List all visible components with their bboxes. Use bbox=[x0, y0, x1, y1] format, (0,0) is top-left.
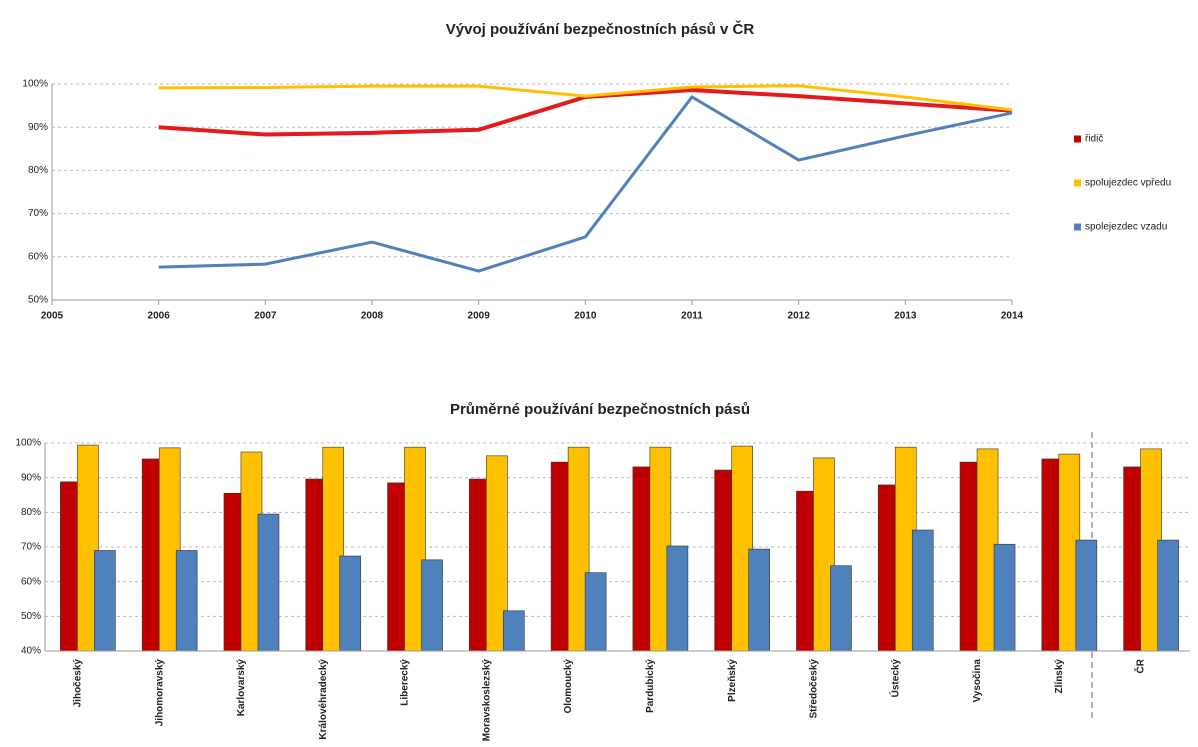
x-tick-label: Jihočeský bbox=[73, 659, 84, 708]
y-tick-label: 80% bbox=[21, 507, 41, 518]
x-tick-label: Ústecký bbox=[888, 659, 901, 698]
y-tick-label: 100% bbox=[22, 79, 48, 90]
series-line bbox=[158, 94, 1013, 273]
x-tick-label: 2011 bbox=[681, 311, 703, 322]
bar bbox=[175, 550, 198, 652]
x-tick-label: ČR bbox=[1134, 658, 1147, 673]
x-tick-label: Moravskoslezský bbox=[481, 659, 492, 742]
bar bbox=[748, 548, 770, 652]
bar bbox=[503, 610, 525, 652]
y-tick-label: 50% bbox=[21, 611, 41, 622]
x-tick-label: Zlínský bbox=[1054, 659, 1065, 694]
legend-swatch bbox=[1074, 179, 1081, 187]
bar bbox=[94, 550, 116, 652]
chart-title: Průměrné používání bezpečnostních pásů bbox=[450, 401, 750, 418]
y-tick-label: 70% bbox=[21, 542, 41, 553]
x-tick-label: Liberecký bbox=[400, 659, 411, 706]
series-line bbox=[158, 84, 1013, 112]
x-tick-label: Karlovarský bbox=[236, 659, 247, 717]
x-tick-label: 2012 bbox=[788, 311, 811, 322]
y-tick-label: 90% bbox=[28, 122, 48, 133]
x-tick-label: Jihomoravský bbox=[154, 659, 165, 727]
x-tick-label: 2013 bbox=[894, 311, 917, 322]
bar bbox=[257, 513, 280, 652]
bar bbox=[911, 529, 934, 652]
y-tick-label: 60% bbox=[21, 576, 41, 587]
y-tick-label: 60% bbox=[28, 251, 48, 262]
y-tick-label: 70% bbox=[28, 208, 48, 219]
legend-label: spolejezdec vzadu bbox=[1085, 222, 1167, 233]
x-tick-label: Královéhradecký bbox=[318, 659, 329, 740]
x-tick-label: Pardubický bbox=[645, 659, 656, 713]
x-tick-label: 2007 bbox=[254, 311, 277, 322]
y-tick-label: 90% bbox=[21, 472, 41, 483]
x-tick-label: Olomoucký bbox=[563, 659, 574, 714]
y-tick-label: 40% bbox=[21, 646, 41, 657]
bar bbox=[421, 559, 443, 652]
bar bbox=[830, 565, 852, 652]
x-tick-label: Středočeský bbox=[809, 659, 820, 719]
x-tick-label: Vysočina bbox=[972, 659, 983, 703]
x-tick-label: Plzeňský bbox=[727, 659, 738, 702]
y-tick-label: 100% bbox=[15, 438, 41, 449]
legend-label: spolujezdec vpředu bbox=[1085, 178, 1171, 189]
chart-title: Vývoj používání bezpečnostních pásů v ČR bbox=[446, 20, 755, 38]
y-tick-label: 80% bbox=[28, 165, 48, 176]
x-tick-label: 2006 bbox=[148, 311, 171, 322]
legend-swatch bbox=[1074, 135, 1081, 143]
y-tick-label: 50% bbox=[28, 295, 48, 306]
legend-swatch bbox=[1074, 223, 1081, 231]
bar bbox=[584, 572, 607, 652]
x-tick-label: 2010 bbox=[574, 311, 597, 322]
bar bbox=[666, 545, 689, 652]
x-tick-label: 2009 bbox=[468, 311, 491, 322]
x-tick-label: 2008 bbox=[361, 311, 384, 322]
bar bbox=[1157, 539, 1179, 652]
x-tick-label: 2014 bbox=[1001, 311, 1024, 322]
legend-label: řidič bbox=[1085, 134, 1103, 145]
bar bbox=[993, 543, 1016, 652]
x-tick-label: 2005 bbox=[41, 311, 64, 322]
bar bbox=[339, 555, 362, 652]
bar bbox=[1075, 539, 1098, 652]
